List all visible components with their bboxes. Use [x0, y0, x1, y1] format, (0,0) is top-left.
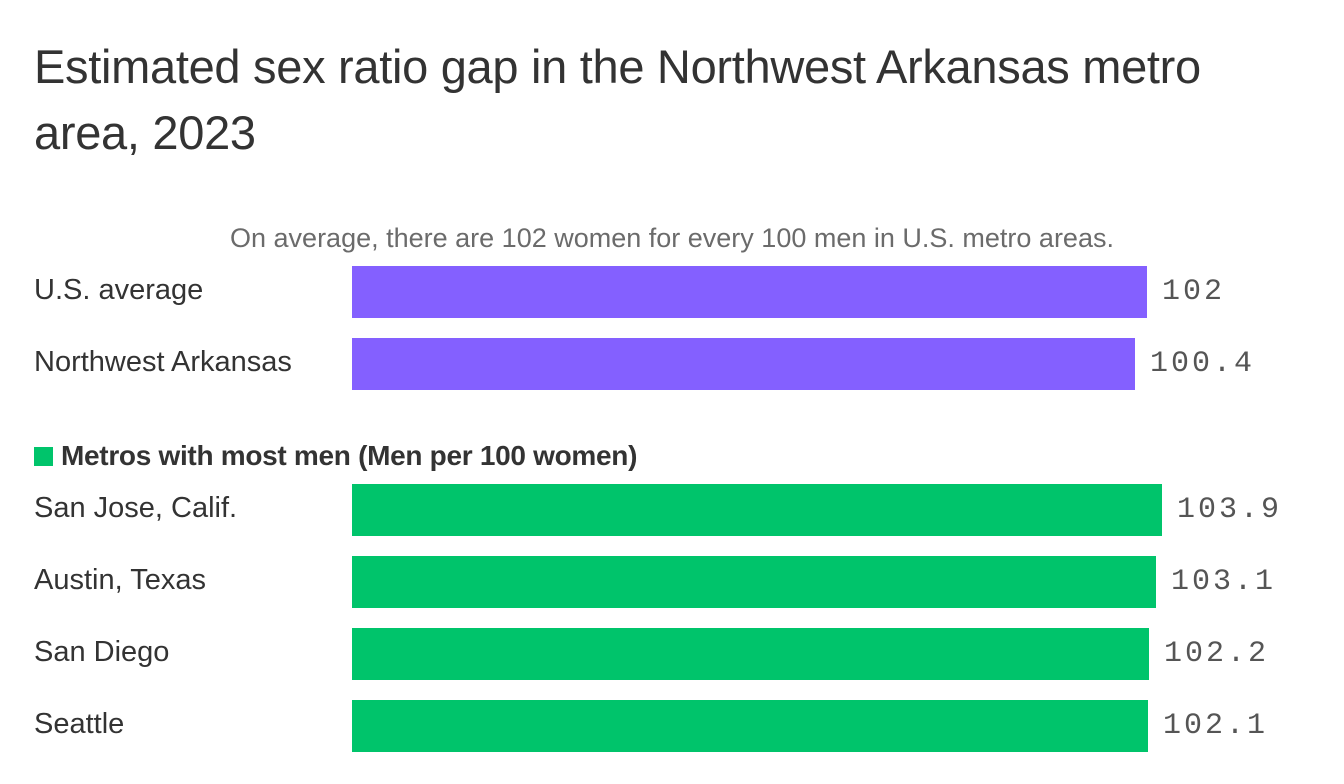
- bar-label-us-average: U.S. average: [34, 274, 204, 306]
- bar-label-seattle: Seattle: [34, 708, 125, 740]
- bar-label-northwest-arkansas: Northwest Arkansas: [34, 346, 292, 378]
- legend-label-most-men: Metros with most men (Men per 100 women): [61, 440, 638, 471]
- bar-northwest-arkansas: [352, 338, 1135, 390]
- value-label-seattle: 102.1: [1163, 709, 1269, 743]
- bar-austin: [352, 556, 1156, 608]
- value-label-us-average: 102: [1162, 275, 1226, 309]
- bar-san-diego: [352, 628, 1149, 680]
- legend-swatch-green: [34, 446, 53, 466]
- bar-san-jose: [352, 484, 1162, 536]
- average-subtitle: On average, there are 102 women for ever…: [230, 223, 1114, 253]
- bar-us-average: [352, 266, 1147, 318]
- value-label-northwest-arkansas: 100.4: [1150, 347, 1256, 381]
- bar-label-austin: Austin, Texas: [34, 564, 206, 596]
- value-label-austin: 103.1: [1171, 565, 1277, 599]
- value-label-san-diego: 102.2: [1164, 637, 1270, 671]
- chart-title: Estimated sex ratio gap in the Northwest…: [34, 40, 1201, 159]
- bar-seattle: [352, 700, 1148, 752]
- legend-most-men: Metros with most men (Men per 100 women): [34, 436, 637, 476]
- bar-label-san-jose: San Jose, Calif.: [34, 492, 238, 524]
- bar-label-san-diego: San Diego: [34, 636, 170, 668]
- value-label-san-jose: 103.9: [1177, 493, 1283, 527]
